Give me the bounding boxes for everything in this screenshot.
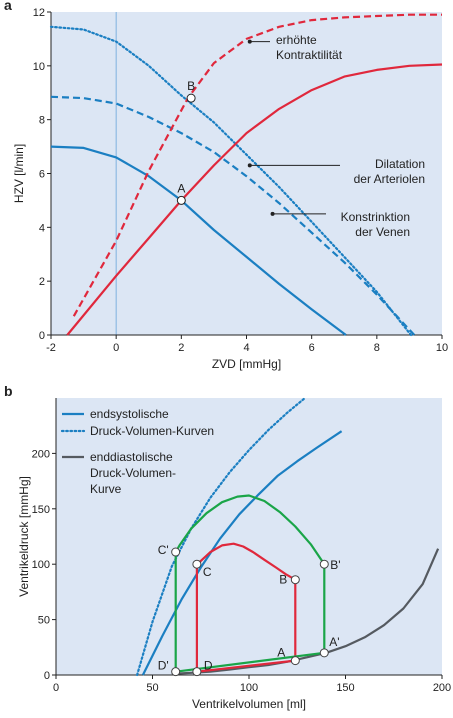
y-tick-label: 6 bbox=[39, 169, 45, 181]
point-C' bbox=[171, 547, 181, 557]
annotation-text: Dilatation der Arteriolen bbox=[354, 157, 425, 186]
x-tick-label: 2 bbox=[178, 342, 184, 354]
point-D bbox=[192, 667, 202, 677]
x-tick-label: 100 bbox=[240, 682, 258, 694]
x-axis-label: Ventrikelvolumen [ml] bbox=[192, 697, 306, 711]
legend: endsystolische Druck-Volumen-Kurven enddia… bbox=[60, 407, 214, 496]
x-tick-label: 150 bbox=[336, 682, 354, 694]
y-tick-label: 50 bbox=[38, 615, 50, 627]
series-line-blue-dotted bbox=[49, 25, 413, 337]
point-label: B bbox=[279, 573, 287, 587]
x-tick-label: -2 bbox=[46, 342, 56, 354]
point-label: A bbox=[177, 181, 185, 195]
legend-label: Druck-Volumen- bbox=[90, 466, 176, 480]
x-tick-label: 50 bbox=[146, 682, 158, 694]
point-label: A' bbox=[329, 635, 339, 649]
series-line-blue-dotted bbox=[136, 396, 307, 677]
point-label: B' bbox=[330, 558, 340, 572]
x-tick-label: 8 bbox=[374, 342, 380, 354]
series-line-gray-solid bbox=[171, 548, 440, 675]
point-label: D' bbox=[158, 659, 169, 673]
y-axis-label: HZV [l/min] bbox=[12, 144, 26, 203]
annotation-line: der Venen bbox=[355, 225, 410, 239]
point-D' bbox=[171, 667, 181, 677]
annotation-text: erhöhte Kontraktilität bbox=[276, 33, 343, 62]
y-tick-label: 4 bbox=[39, 222, 45, 234]
point-label: A bbox=[277, 646, 285, 660]
annotation-dot bbox=[247, 39, 252, 44]
point-label: B bbox=[187, 79, 195, 93]
annotation-text: Konstrinktion der Venen bbox=[341, 210, 410, 239]
series-line-red-dashed bbox=[72, 13, 442, 317]
series-line-blue-dashed bbox=[50, 95, 416, 336]
annotation-line: der Arteriolen bbox=[354, 172, 425, 186]
legend-label: endsystolische bbox=[90, 407, 169, 421]
point-A bbox=[290, 656, 300, 666]
y-tick-label: 100 bbox=[32, 559, 50, 571]
legend-label: Kurve bbox=[90, 482, 122, 496]
point-A' bbox=[319, 648, 329, 658]
plot-area bbox=[56, 398, 442, 675]
panel-label: b bbox=[4, 383, 13, 399]
point-label: C' bbox=[158, 543, 169, 557]
point-label: C bbox=[203, 565, 212, 579]
y-tick-label: 200 bbox=[32, 448, 50, 460]
y-tick-label: 0 bbox=[44, 670, 50, 682]
y-axis-label: Ventrikeldruck [mmHg] bbox=[17, 476, 31, 597]
y-tick-label: 12 bbox=[33, 7, 45, 19]
series-line-blue-solid bbox=[50, 145, 347, 336]
panel-label: a bbox=[4, 0, 12, 13]
annotation-line: Kontraktilität bbox=[276, 48, 343, 62]
annotation-line: erhöhte bbox=[276, 33, 317, 47]
x-tick-label: 200 bbox=[433, 682, 451, 694]
annotation-dot bbox=[270, 211, 275, 216]
x-tick-label: 0 bbox=[113, 342, 119, 354]
point-B bbox=[290, 575, 300, 585]
y-tick-label: 150 bbox=[32, 504, 50, 516]
annotation-dot bbox=[247, 163, 252, 168]
annotation-line: Dilatation bbox=[375, 157, 425, 171]
series-line-red-solid bbox=[66, 63, 443, 336]
y-tick-label: 10 bbox=[33, 61, 45, 73]
annotation-line: Konstrinktion bbox=[341, 210, 410, 224]
point-B' bbox=[319, 559, 329, 569]
series-line-green-solid bbox=[174, 494, 326, 673]
x-tick-label: 0 bbox=[53, 682, 59, 694]
point-label: D bbox=[204, 659, 213, 673]
x-tick-label: 4 bbox=[243, 342, 249, 354]
point-A bbox=[176, 195, 186, 205]
x-tick-label: 6 bbox=[309, 342, 315, 354]
legend-label: enddiastolische bbox=[90, 450, 173, 464]
point-B bbox=[186, 93, 196, 103]
legend-label: Druck-Volumen-Kurven bbox=[90, 424, 214, 438]
point-C bbox=[192, 559, 202, 569]
panel-b: b 0 50 100 150 200 0 50 100 150 200 Ventrikelvolume… bbox=[4, 383, 451, 711]
y-tick-label: 2 bbox=[39, 276, 45, 288]
y-tick-label: 8 bbox=[39, 115, 45, 127]
x-tick-label: 10 bbox=[436, 342, 448, 354]
x-axis-label: ZVD [mmHg] bbox=[212, 357, 281, 371]
y-tick-label: 0 bbox=[39, 330, 45, 342]
